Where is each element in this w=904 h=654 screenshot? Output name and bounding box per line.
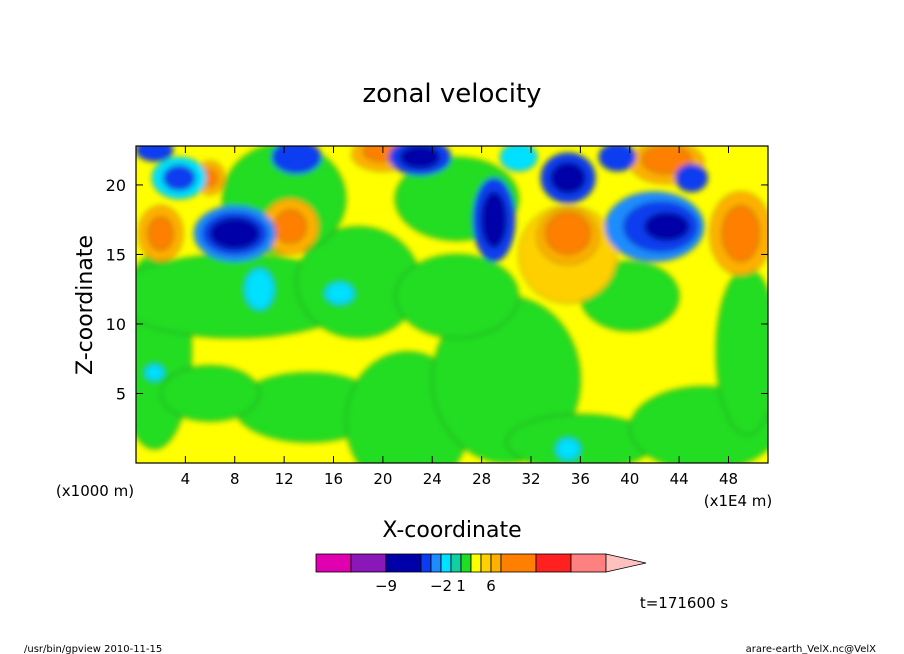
x-tick-label: 20 [373,470,392,488]
footer-left: /usr/bin/gpview 2010-11-15 [24,644,162,654]
x-unit-label: (x1000 m) [56,482,134,500]
colorbar-cell [500,553,537,573]
field-region [550,162,586,194]
y-axis-ticks: 5 10 15 20 [106,176,768,403]
x-tick-label: 44 [670,470,689,488]
colorbar-cell [350,553,387,573]
field-region [545,212,591,255]
x-tick-label: 36 [571,470,590,488]
field-region [598,146,637,172]
colorbar-cell [470,553,482,573]
x-tick-label: 28 [472,470,491,488]
footer-right: arare-earth_VelX.nc@VelX [746,644,877,654]
x-axis-ticks: 4 8 12 16 20 24 28 32 36 40 44 48 [181,146,738,488]
colorbar-label: 6 [486,577,496,595]
field-region [244,268,275,311]
colorbar-cell [385,553,422,573]
colorbar-cell [535,553,572,573]
colorbar-cell [450,553,462,573]
x-tick-label: 24 [423,470,442,488]
field-region [209,217,260,250]
field-region [555,437,581,461]
field-region [324,281,355,305]
colorbar: −9 −2 1 6 [315,553,647,595]
velocity-field [136,146,768,463]
field-region [644,212,690,241]
y-tick-label: 20 [106,176,126,195]
x-tick-label: 32 [521,470,540,488]
field-region [399,146,440,169]
field-region [715,268,768,436]
x-tick-label: 8 [230,470,240,488]
field-region [144,363,165,382]
plot-area [136,146,768,463]
time-label: t=171600 s [640,594,728,612]
plot-frame [135,145,769,464]
y-tick-label: 10 [106,315,126,334]
colorbar-cell [570,553,607,573]
x-tick-label: 40 [620,470,639,488]
field-region [160,365,260,422]
x-tick-label: 4 [181,470,191,488]
colorbar-label: −9 [375,577,397,595]
y-tick-label: 5 [116,384,126,403]
field-region [273,209,307,244]
colorbar-cell [430,553,442,573]
colorbar-cell [460,553,472,573]
y-tick-label: 15 [106,245,126,264]
chart-title: zonal velocity [362,79,541,109]
field-region [136,146,174,162]
field-region [148,216,174,251]
colorbar-cell [420,553,432,573]
x-tick-label: 12 [275,470,294,488]
x-scale-label: (x1E4 m) [704,492,773,510]
field-region [394,254,519,339]
colorbar-cell [440,553,452,573]
field-region [481,191,507,248]
field-region [722,205,760,262]
colorbar-cell [315,553,352,573]
colorbar-cell [490,553,502,573]
x-tick-label: 48 [719,470,738,488]
field-region [162,165,196,191]
colorbar-arrow [605,553,647,573]
x-axis-label: X-coordinate [382,518,521,543]
x-tick-label: 16 [324,470,343,488]
colorbar-label: 1 [456,577,466,595]
colorbar-cell [480,553,492,573]
field-region [675,163,708,193]
y-axis-label: Z-coordinate [73,235,98,375]
field-region [499,146,538,172]
colorbar-label: −2 [430,577,452,595]
